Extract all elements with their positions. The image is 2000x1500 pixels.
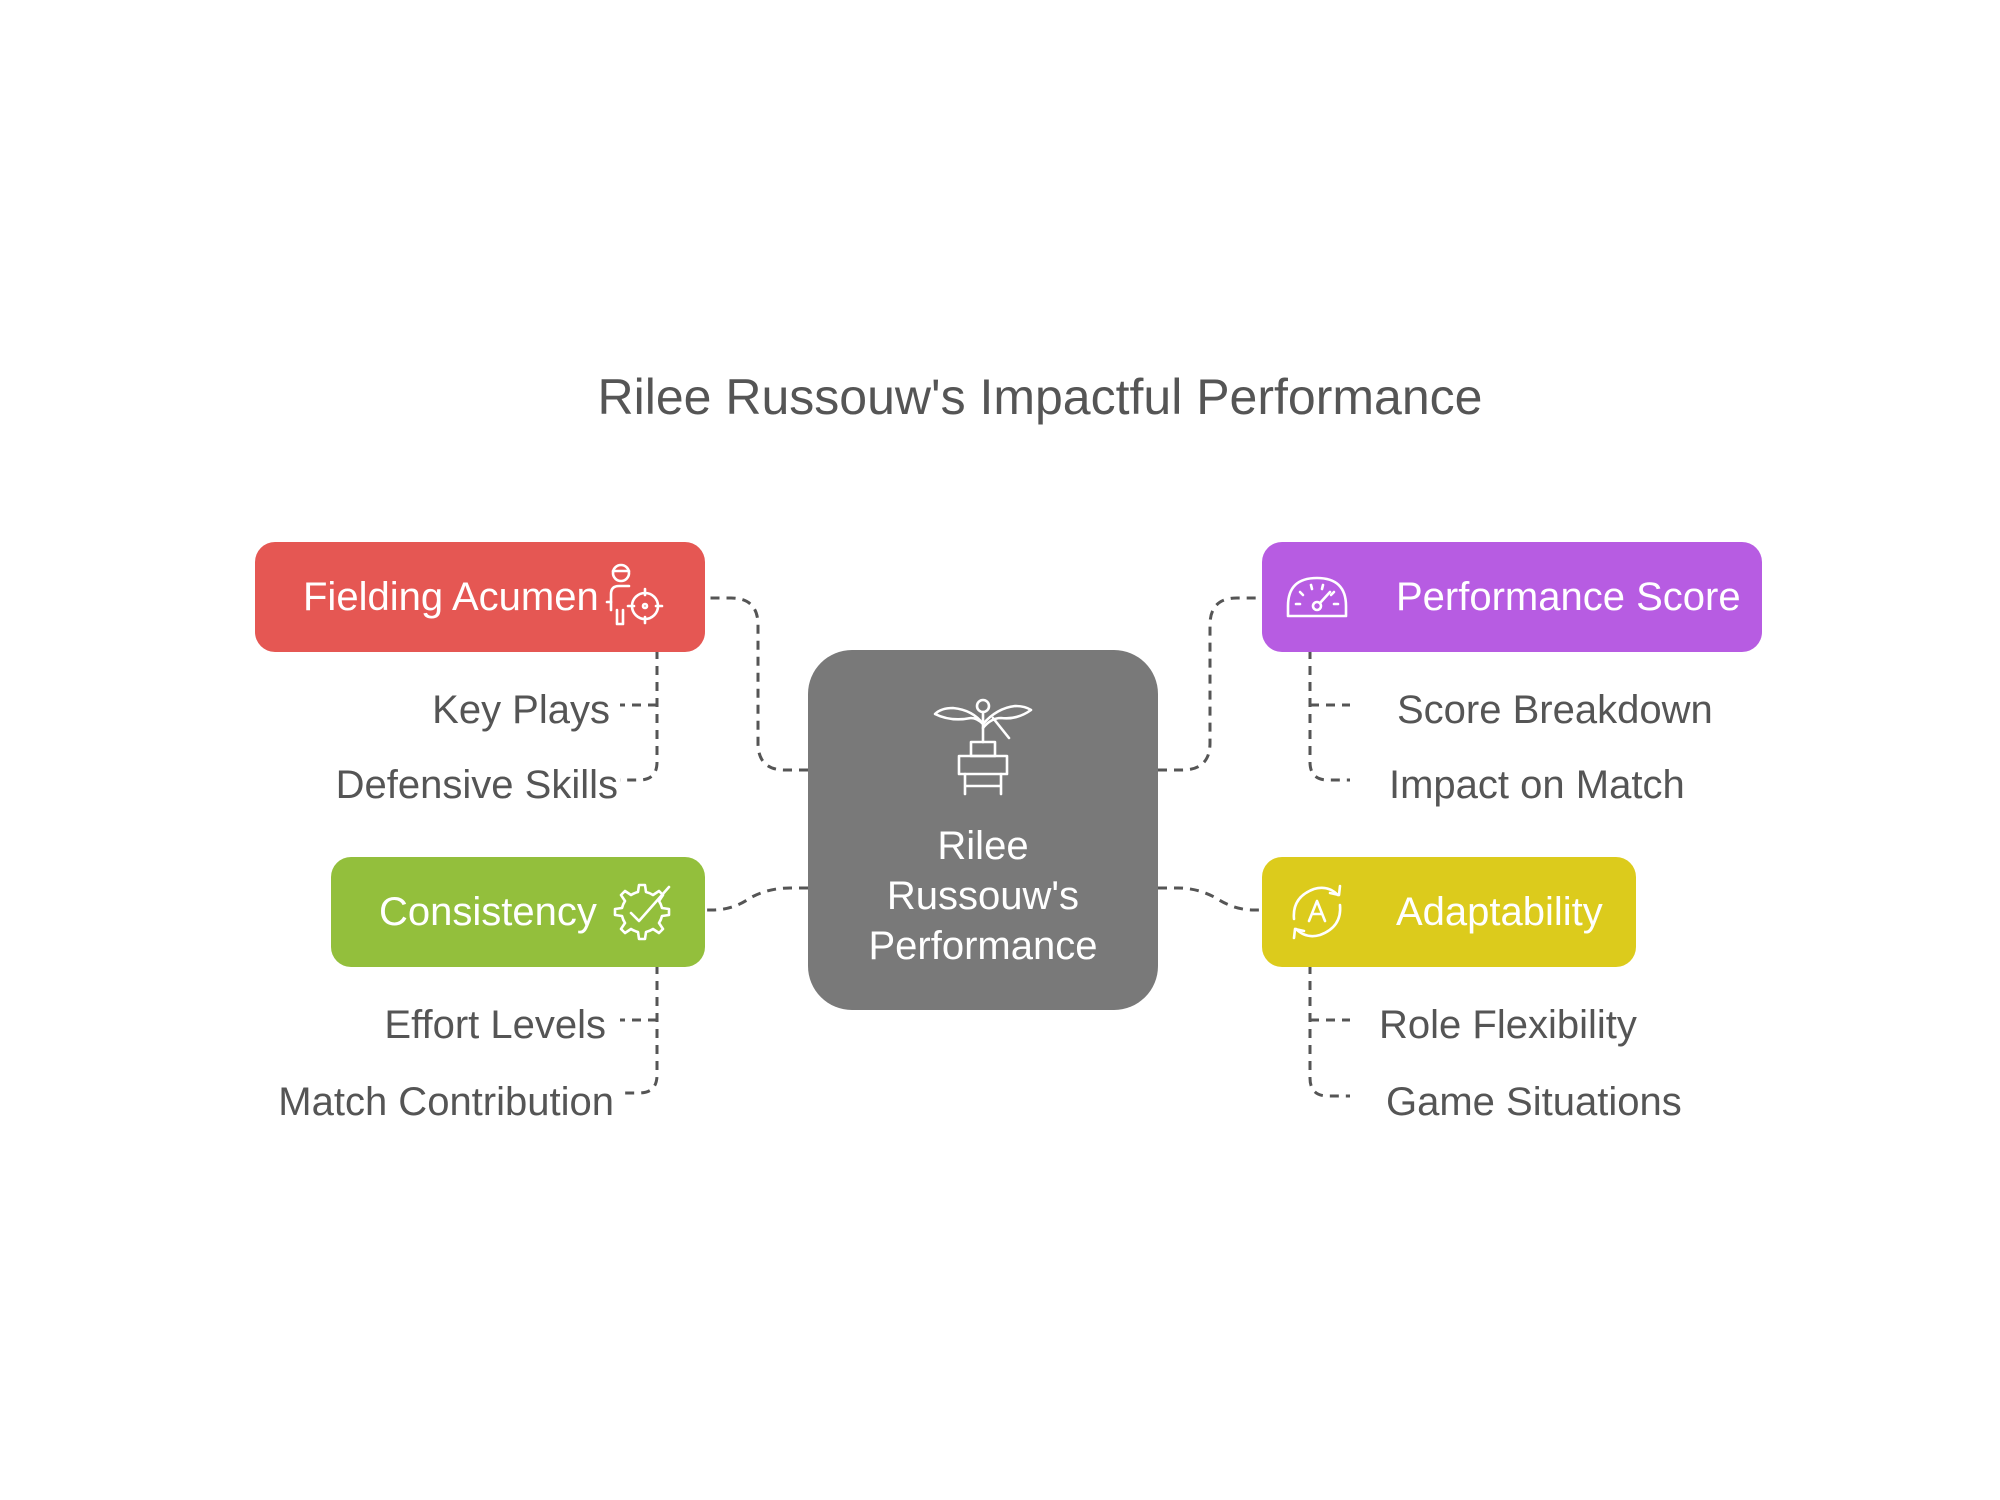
diagram-title-wrap: Rilee Russouw's Impactful Performance bbox=[0, 372, 2000, 422]
center-label-line1: Rilee bbox=[937, 824, 1029, 868]
branch-adaptability[interactable]: Adaptability bbox=[1262, 857, 1636, 967]
branch-label: Adaptability bbox=[1396, 889, 1603, 934]
leaf-score-breakdown: Score Breakdown bbox=[1397, 688, 1713, 732]
connector-center-performance bbox=[1158, 596, 1262, 772]
diagram-title: Rilee Russouw's Impactful Performance bbox=[597, 369, 1483, 425]
connector-center-adaptability bbox=[1158, 886, 1262, 912]
branch-label: Performance Score bbox=[1396, 574, 1741, 619]
connector-consistency-children bbox=[620, 965, 659, 1095]
leaf-match-contribution: Match Contribution bbox=[278, 1080, 614, 1124]
branch-fielding-acumen[interactable]: Fielding Acumen bbox=[255, 542, 705, 652]
connector-fielding-children bbox=[620, 650, 659, 782]
center-node[interactable]: Rilee Russouw's Performance bbox=[808, 650, 1158, 1010]
branch-label: Consistency bbox=[379, 889, 597, 934]
gear-check-icon bbox=[609, 879, 675, 945]
leaf-effort-levels: Effort Levels bbox=[384, 1003, 606, 1047]
branch-label: Fielding Acumen bbox=[303, 574, 599, 619]
branch-performance-score[interactable]: Performance Score bbox=[1262, 542, 1762, 652]
center-label-line2: Russouw's bbox=[886, 874, 1080, 918]
branch-consistency[interactable]: Consistency bbox=[331, 857, 705, 967]
speedometer-icon bbox=[1284, 572, 1350, 622]
leaf-impact-on-match: Impact on Match bbox=[1389, 763, 1685, 807]
connector-center-fielding bbox=[705, 596, 808, 772]
leaf-defensive-skills: Defensive Skills bbox=[335, 763, 618, 807]
leaf-role-flexibility: Role Flexibility bbox=[1379, 1003, 1637, 1047]
connector-performance-children bbox=[1308, 650, 1350, 782]
center-label-line3: Performance bbox=[868, 924, 1098, 968]
plant-growth-icon bbox=[931, 694, 1035, 803]
center-label: Rilee Russouw's Performance bbox=[869, 821, 1098, 971]
connector-adaptability-children bbox=[1308, 965, 1350, 1098]
leaf-key-plays: Key Plays bbox=[432, 688, 610, 732]
leaf-game-situations: Game Situations bbox=[1386, 1080, 1682, 1124]
adapt-cycle-icon bbox=[1284, 879, 1350, 945]
fielder-target-icon bbox=[603, 562, 665, 632]
connector-center-consistency bbox=[705, 886, 808, 912]
